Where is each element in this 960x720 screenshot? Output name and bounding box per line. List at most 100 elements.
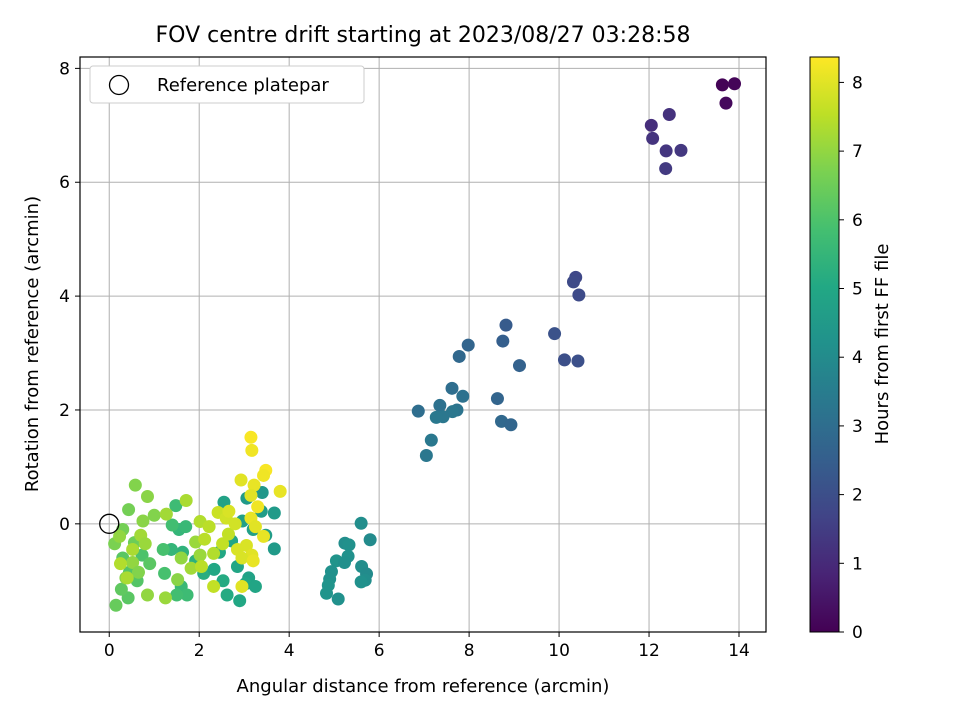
colorbar-tick-label: 4 [852,348,863,368]
data-point [228,517,242,531]
data-point [165,518,179,532]
data-point [156,542,170,556]
data-point [429,410,443,424]
reference-platepar-marker [99,513,120,534]
data-point [571,354,585,368]
data-point [728,77,742,91]
data-point [180,588,194,602]
y-tick-label: 8 [59,59,70,79]
x-tick-label: 8 [464,641,475,661]
data-point [202,520,216,534]
data-point [194,560,208,574]
data-point [512,359,526,373]
data-point [247,478,261,492]
data-point [496,334,510,348]
x-tick-label: 6 [374,641,385,661]
y-tick-label: 0 [59,515,70,535]
data-point [122,503,136,517]
data-point [216,537,230,551]
data-point [207,546,221,560]
data-point [171,573,185,587]
data-point [138,537,152,551]
data-point [257,468,271,482]
data-point [179,493,193,507]
colorbar-tick-label: 5 [852,280,863,300]
data-point [126,542,140,556]
data-point [244,430,258,444]
data-point [179,520,193,534]
data-point [461,338,475,352]
data-point [184,561,198,575]
data-point [169,499,183,513]
data-point [267,542,281,556]
data-point [445,381,459,395]
data-point [246,554,260,568]
data-point [419,449,433,463]
data-point [424,433,438,447]
plot-frame [79,56,767,633]
data-point [143,557,157,571]
colorbar-ticks: 0 1 2 3 4 5 6 7 8 [839,73,863,643]
y-axis-label: Rotation from reference (arcmin) [22,196,43,492]
data-point [128,478,142,492]
data-point [354,575,368,589]
data-point [674,143,688,157]
data-point [331,592,345,606]
y-tick-label: 4 [59,287,70,307]
data-point [557,353,571,367]
data-point [126,556,140,570]
x-tick-label: 0 [104,641,115,661]
data-point [662,108,676,121]
data-point [174,551,188,565]
data-point [644,118,658,132]
legend-marker-reference [108,74,130,96]
data-point [452,349,466,363]
data-point [113,529,127,543]
data-point [120,571,134,585]
data-point [499,318,513,332]
data-point [548,327,562,341]
data-point [221,527,235,541]
data-point [158,566,172,580]
data-point [456,389,470,403]
data-point [135,548,149,562]
grid-lines [80,57,766,632]
colorbar-gradient [809,56,840,633]
data-point [159,507,173,521]
data-point [235,579,249,593]
data-point [248,520,262,534]
data-point [490,392,504,406]
colorbar-tick-label: 3 [852,417,863,437]
data-point [251,500,265,514]
x-tick-label: 12 [638,641,660,661]
data-point [572,288,586,302]
data-point [646,131,660,145]
legend: Reference platepar [89,65,365,104]
data-point [320,586,334,600]
data-point [158,591,172,605]
legend-box [89,65,365,104]
data-point [433,398,447,412]
colorbar-tick-label: 0 [852,623,863,643]
data-point [216,574,230,588]
data-point [248,579,262,593]
x-tick-label: 10 [548,641,570,661]
legend-label-reference: Reference platepar [157,75,329,96]
data-point [659,162,673,176]
colorbar-tick-label: 8 [852,73,863,93]
data-point [715,78,729,92]
data-point [566,275,580,289]
data-point [363,533,377,547]
data-point [504,418,518,432]
data-point [235,551,249,565]
colorbar-tick-label: 1 [852,554,863,574]
colorbar-tick-label: 2 [852,486,863,506]
data-point [136,514,150,528]
x-axis-label: Angular distance from reference (arcmin) [237,676,610,697]
data-point [222,504,236,518]
data-point [140,490,154,504]
data-point [220,588,234,602]
data-point [659,144,673,158]
data-point [170,588,184,602]
